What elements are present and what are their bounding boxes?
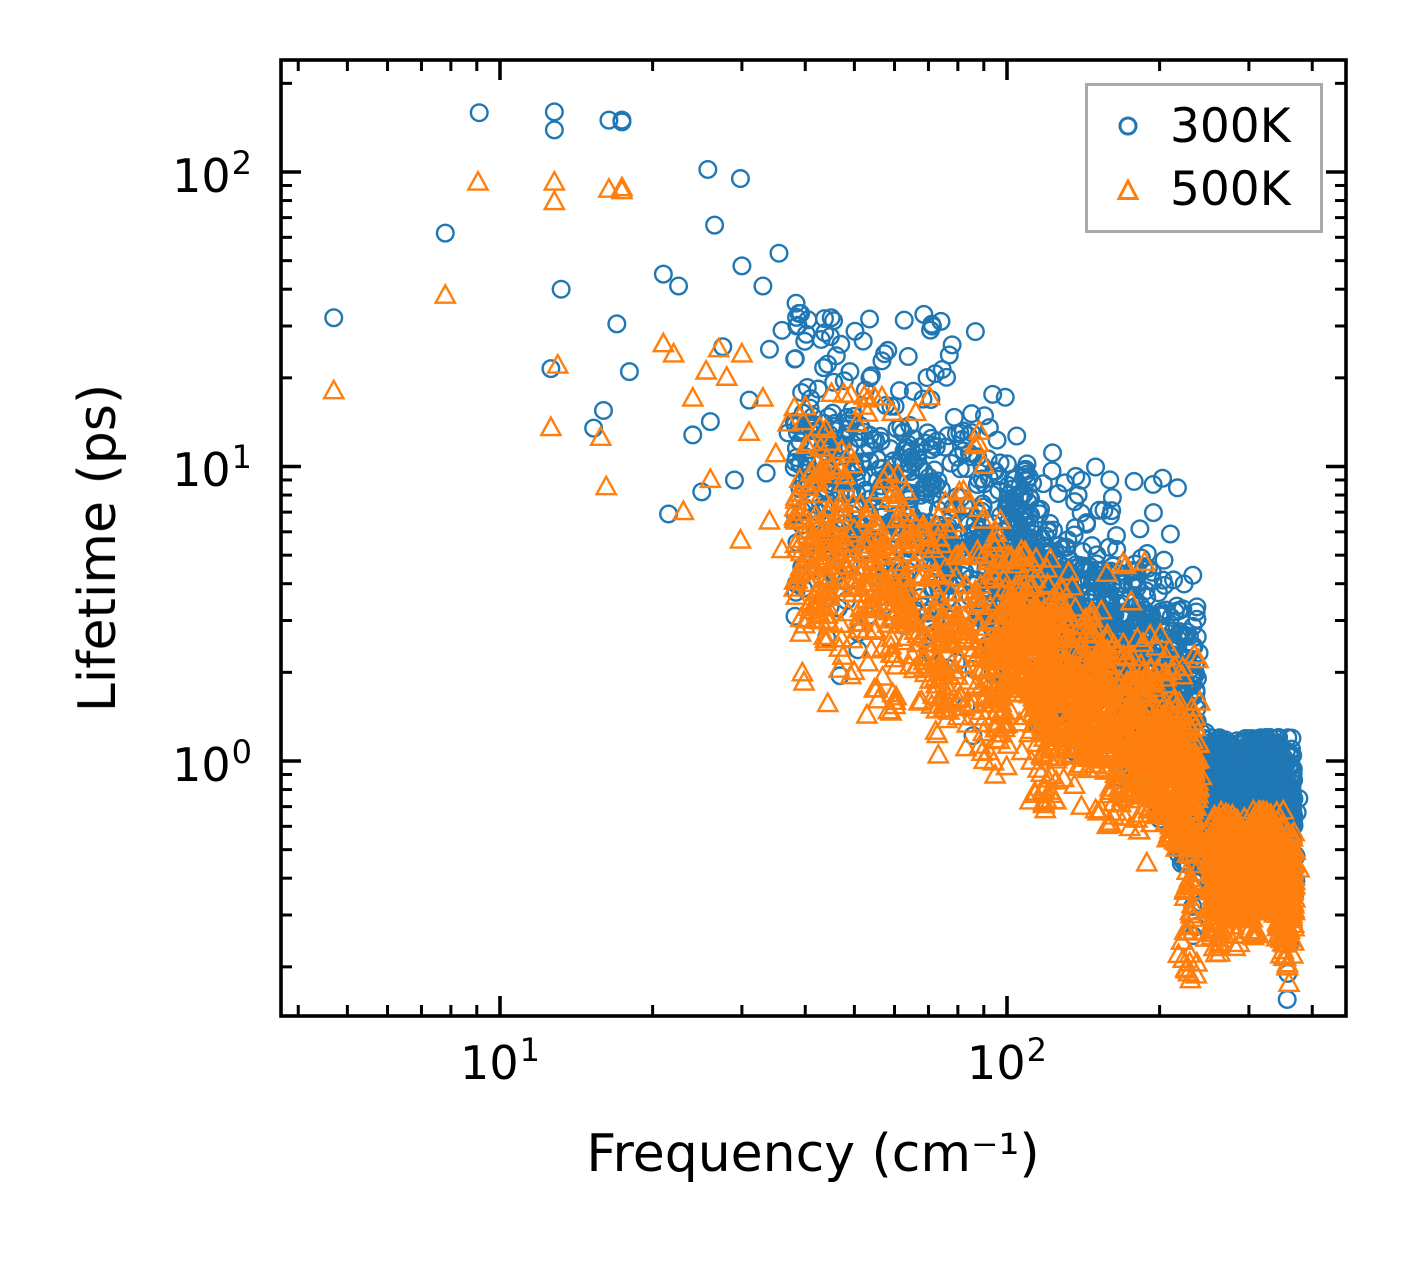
y-axis-label: Lifetime (ps) [68, 383, 128, 713]
y-tick-label-1: 100 [172, 733, 252, 792]
legend-box: 300K 500K [1085, 83, 1323, 233]
y-tick-label-10: 101 [172, 438, 252, 497]
x-tick-label-100: 102 [967, 1031, 1047, 1090]
circle-marker-icon [1118, 116, 1138, 136]
triangle-marker-icon [1116, 177, 1140, 200]
legend-entry-300k: 300K [1112, 103, 1320, 150]
x-axis-label: Frequency (cm⁻¹) [586, 1124, 1040, 1184]
legend-entry-500k: 500K [1112, 166, 1320, 213]
x-tick-label-10: 101 [460, 1031, 540, 1090]
y-tick-label-100: 102 [172, 144, 252, 203]
legend-label-300k: 300K [1170, 98, 1291, 154]
legend-label-500k: 500K [1170, 162, 1291, 218]
